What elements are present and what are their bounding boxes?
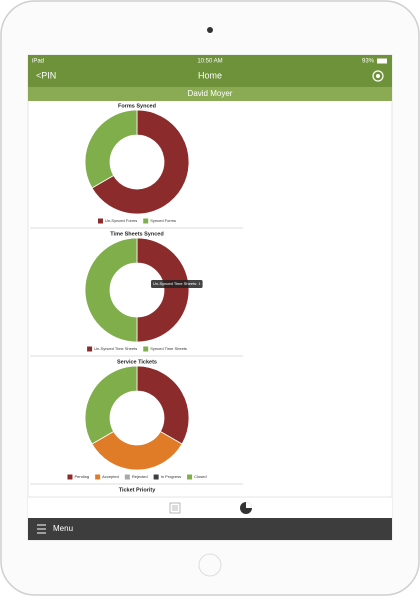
list-tab[interactable] [169,502,181,514]
legend-swatch [124,474,130,480]
nav-bar [28,55,392,87]
legend-label: In Progress [161,474,181,479]
chart-tab[interactable] [240,502,252,514]
camera [207,27,213,33]
menu-bar[interactable] [28,518,392,540]
legend-label: Accepted [102,474,119,479]
battery-level: 93% [362,59,375,65]
settings-icon [376,74,380,78]
legend-swatch [143,346,149,352]
legend-swatch [187,474,193,480]
legend-swatch [143,218,149,224]
home-button [198,553,222,577]
carrier: iPad [32,59,44,65]
legend: Un-Synced Time Sheets Synced Time Sheets [87,346,187,352]
chart-title: Forms Synced [118,103,156,109]
donut-slice [136,237,190,343]
back-button[interactable]: <PIN [36,70,56,80]
battery-icon [377,58,387,64]
settings-button[interactable] [372,70,384,82]
list-icon [169,502,181,514]
chart-title: Time Sheets Synced [110,231,163,237]
user-name: David Moyer [188,89,233,98]
legend-label: Un-Synced Time Sheets [94,346,137,351]
donut-slice [91,109,190,215]
clock: 10:50 AM [197,59,222,65]
legend-swatch [87,346,93,352]
tooltip: Un-Synced Time Sheets: 1 [151,280,203,288]
legend: Un-Synced Forms Synced Forms [97,218,176,224]
donut-slice [84,109,138,189]
legend: Pending Accepted Rejected In Progress Closed [67,474,207,480]
chart-list: Forms Synced Un-Synced Forms Synced Forms T… [30,103,243,493]
menu-label: Menu [53,524,73,533]
nav-title: Home [198,70,222,80]
chart-icon-slice [246,502,252,508]
donut-slice [84,237,138,343]
tooltip-box [151,280,203,288]
legend-label: Rejected [132,474,148,479]
legend-label: Synced Time Sheets [150,346,187,351]
donut-slice [91,430,183,471]
legend-swatch [95,474,101,480]
user-bar [28,87,392,101]
legend-label: Closed [194,474,206,479]
chart-title: Service Tickets [117,359,157,365]
screen [27,54,393,541]
donut-slice [136,365,190,445]
legend-swatch [97,218,103,224]
legend-swatch [67,474,73,480]
tooltip-text: Un-Synced Time Sheets: 1 [153,281,201,286]
tab-bar [28,497,392,518]
legend-label: Synced Forms [150,218,176,223]
donut-slice [84,365,138,445]
legend-label: Un-Synced Forms [105,218,137,223]
chart-title: Ticket Priority [119,487,157,493]
legend-label: Pending [74,474,89,479]
legend-swatch [153,474,159,480]
